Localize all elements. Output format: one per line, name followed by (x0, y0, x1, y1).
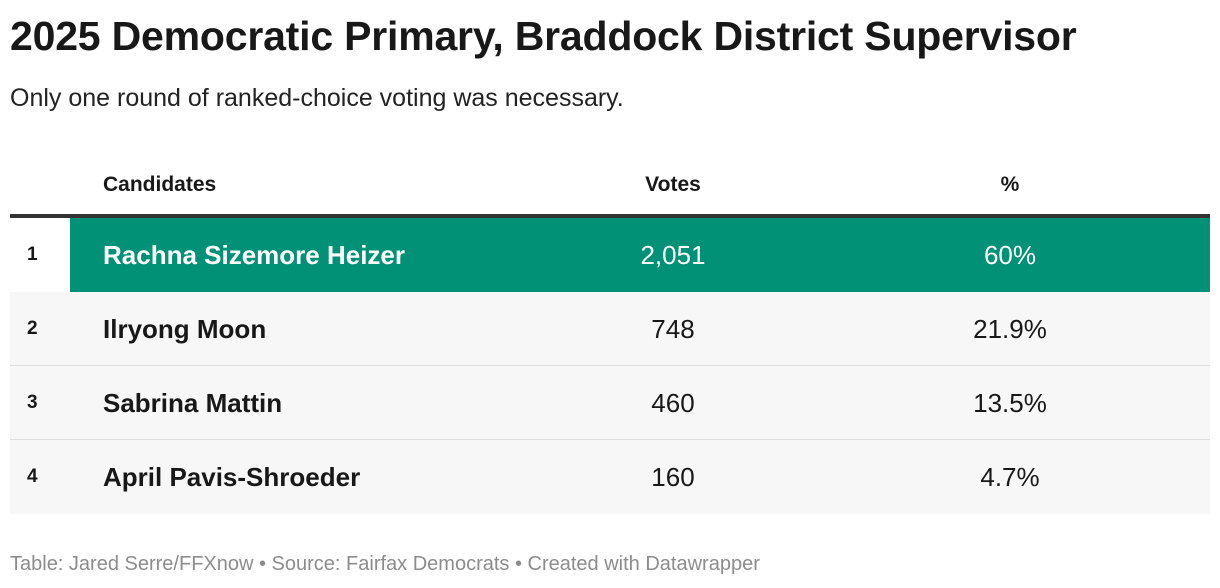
chart-subtitle: Only one round of ranked-choice voting w… (10, 84, 624, 112)
rank-cell: 2 (27, 318, 38, 339)
winner-highlight (70, 218, 1210, 292)
table-row: 3 Sabrina Mattin 460 13.5% (10, 366, 1210, 440)
column-header-percent: % (1000, 173, 1020, 196)
vote-percent: 4.7% (980, 462, 1040, 492)
results-table: Candidates Votes % 1 Rachna Sizemore Hei… (10, 150, 1210, 514)
vote-count: 2,051 (640, 240, 706, 270)
candidate-name: Ilryong Moon (103, 314, 267, 344)
chart-title: 2025 Democratic Primary, Braddock Distri… (10, 13, 1077, 59)
vote-count: 748 (651, 314, 695, 344)
column-header-candidates: Candidates (103, 173, 217, 196)
table-row: 4 April Pavis-Shroeder 160 4.7% (10, 440, 1210, 514)
vote-percent: 13.5% (973, 388, 1047, 418)
candidate-name: Sabrina Mattin (103, 388, 283, 418)
source-credit: Table: Jared Serre/FFXnow • Source: Fair… (10, 553, 760, 575)
column-header-votes: Votes (645, 173, 701, 196)
table-header: Candidates Votes % (10, 150, 1210, 218)
candidate-name: Rachna Sizemore Heizer (103, 240, 406, 270)
candidate-name: April Pavis-Shroeder (103, 462, 361, 492)
vote-count: 460 (651, 388, 695, 418)
vote-count: 160 (651, 462, 695, 492)
rank-cell: 1 (27, 244, 38, 265)
table-row: 2 Ilryong Moon 748 21.9% (10, 292, 1210, 366)
vote-percent: 21.9% (973, 314, 1047, 344)
vote-percent: 60% (983, 240, 1037, 270)
table-row-winner: 1 Rachna Sizemore Heizer 2,051 60% (10, 218, 1210, 292)
rank-cell: 3 (27, 392, 38, 413)
rank-cell: 4 (27, 466, 38, 487)
